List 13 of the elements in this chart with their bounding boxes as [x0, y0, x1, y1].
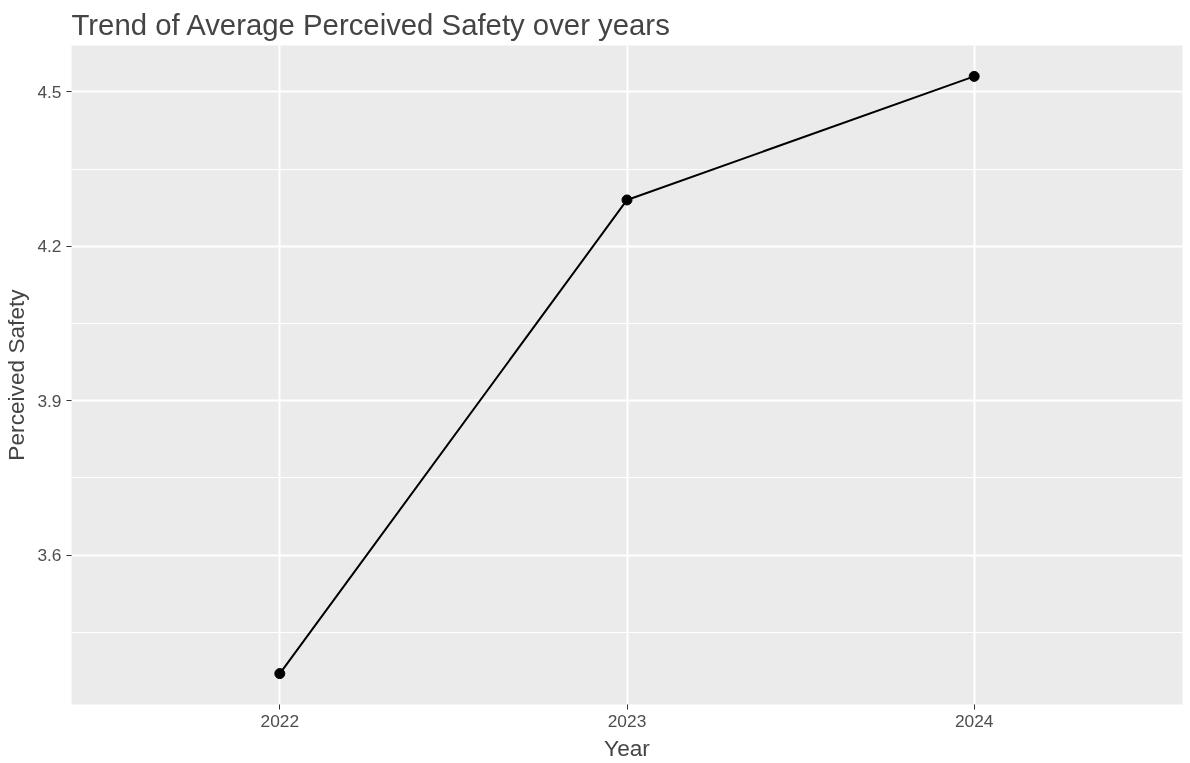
x-axis-title: Year	[604, 734, 651, 761]
y-tick-label: 4.5	[37, 81, 62, 102]
x-tick-label: 2023	[607, 710, 647, 731]
x-tick-label: 2022	[260, 710, 300, 731]
point	[968, 70, 980, 82]
point	[274, 668, 286, 680]
point	[621, 194, 633, 206]
y-tick-label: 4.2	[37, 236, 62, 257]
x-tick-label: 2024	[954, 710, 994, 731]
chart-title: Trend of Average Perceived Safety over years	[71, 7, 670, 41]
y-tick-label: 3.6	[37, 545, 62, 566]
y-axis-title: Perceived Safety	[3, 288, 30, 461]
y-tick-label: 3.9	[37, 390, 62, 411]
